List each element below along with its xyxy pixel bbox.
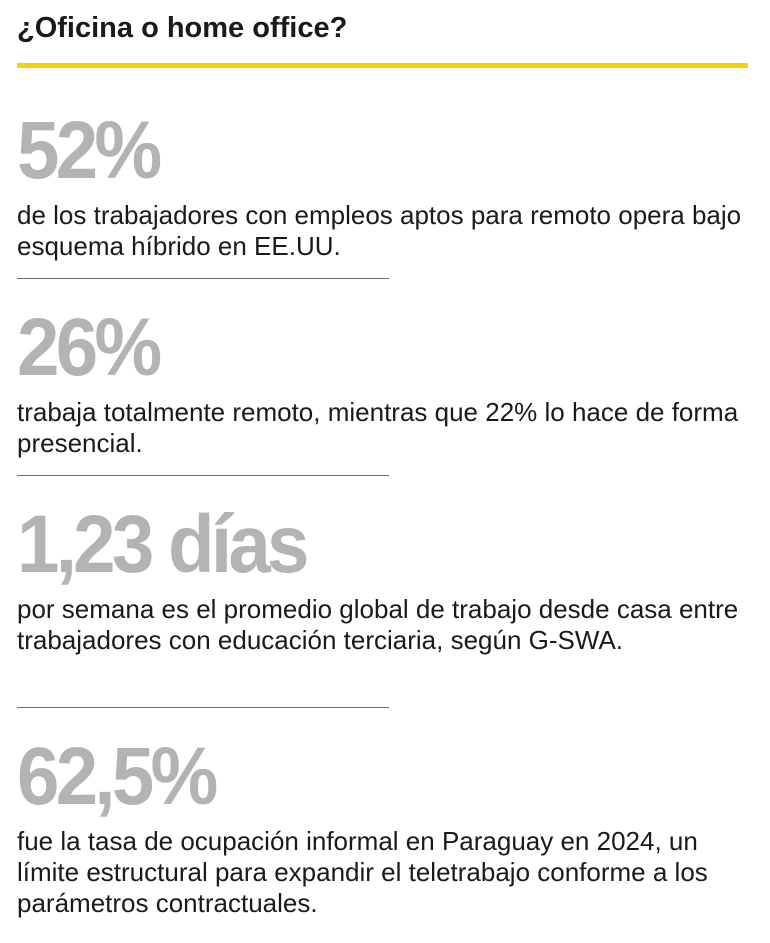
- stat-description: trabaja totalmente remoto, mientras que …: [17, 397, 739, 458]
- stat-block-hybrid: 52% de los trabajadores con empleos apto…: [17, 110, 757, 262]
- section-divider: [17, 707, 389, 708]
- stat-value: 52%: [17, 105, 162, 196]
- stat-description: por semana es el promedio global de trab…: [17, 594, 739, 655]
- stat-value: 1,23 días: [17, 499, 309, 590]
- page-title: ¿Oficina o home office?: [17, 12, 348, 44]
- section-divider: [17, 475, 389, 476]
- stat-block-informal: 62,5% fue la tasa de ocupación informal …: [17, 736, 757, 919]
- stat-value: 62,5%: [17, 731, 218, 822]
- title-accent-rule: [17, 63, 748, 68]
- section-divider: [17, 278, 389, 279]
- stat-value: 26%: [17, 302, 162, 393]
- stat-block-days: 1,23 días por semana es el promedio glob…: [17, 504, 757, 656]
- stat-description: de los trabajadores con empleos aptos pa…: [17, 200, 742, 261]
- stat-block-remote: 26% trabaja totalmente remoto, mientras …: [17, 307, 757, 459]
- stat-description: fue la tasa de ocupación informal en Par…: [17, 826, 708, 918]
